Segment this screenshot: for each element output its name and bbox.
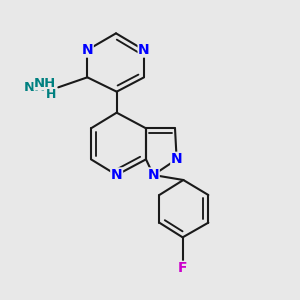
Text: N: N [171,152,182,166]
Text: NH₂: NH₂ [24,81,52,94]
Text: H: H [46,88,56,101]
Text: NH: NH [34,77,56,90]
Text: N: N [148,168,159,182]
Text: N: N [138,43,150,57]
Text: N: N [82,43,93,57]
Text: F: F [178,261,188,275]
Text: N: N [111,168,122,182]
